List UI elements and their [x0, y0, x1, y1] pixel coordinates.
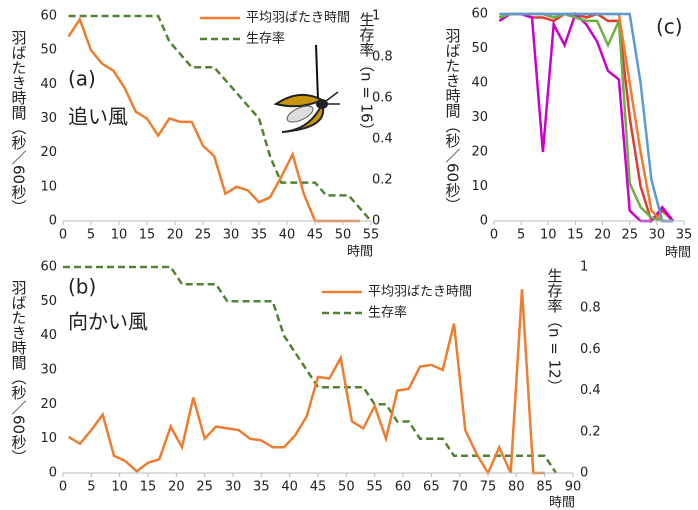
y-tick-label: 0	[49, 466, 57, 481]
annotation: (a)	[68, 67, 96, 91]
y2-tick-label: 1	[580, 260, 588, 275]
y2-tick-label: 0.2	[580, 424, 601, 439]
y-tick-label: 40	[40, 77, 57, 92]
y-tick-label: 30	[471, 110, 488, 125]
y-tick-label: 50	[471, 41, 488, 56]
annotation: 向かい風	[68, 310, 148, 334]
x-axis-label: 時間	[347, 245, 373, 260]
y-tick-label: 10	[471, 179, 488, 194]
y-tick-label: 60	[40, 260, 57, 275]
y-tick-label: 30	[40, 363, 57, 378]
x-tick-label: 30	[225, 480, 242, 495]
y-tick-label: 20	[471, 145, 488, 160]
insect-icon	[273, 44, 340, 133]
x-tick-label: 85	[536, 480, 553, 495]
x-tick-label: 10	[111, 480, 128, 495]
series-line	[68, 14, 372, 222]
x-tick-label: 35	[676, 228, 693, 243]
series-line	[499, 12, 674, 223]
x-tick-label: 0	[490, 228, 498, 243]
y2-axis-label: 生存率（n = 16）	[358, 12, 376, 138]
annotation: 追い風	[68, 105, 128, 129]
series-line	[67, 16, 360, 223]
y2-tick-label: 1	[372, 9, 380, 24]
legend-label: 平均羽ばたき時間	[246, 11, 350, 26]
x-tick-label: 5	[517, 228, 525, 243]
x-tick-label: 40	[281, 480, 298, 495]
x-tick-label: 80	[508, 480, 525, 495]
x-tick-label: 20	[168, 480, 185, 495]
y-tick-label: 50	[40, 43, 57, 58]
x-tick-label: 25	[195, 228, 212, 243]
y-axis-label: 羽ばたき時間（秒／60秒）	[10, 280, 28, 464]
x-tick-label: 60	[395, 480, 412, 495]
y2-tick-label: 0.8	[372, 50, 393, 65]
x-tick-label: 15	[139, 228, 156, 243]
y2-tick-label: 0.8	[580, 301, 601, 316]
x-tick-label: 40	[279, 228, 296, 243]
y-tick-label: 10	[40, 431, 57, 446]
y-tick-label: 60	[40, 9, 57, 24]
y-axis-label: 羽ばたき時間（秒／60秒）	[10, 30, 28, 214]
y-tick-label: 20	[40, 145, 57, 160]
y2-tick-label: 0	[372, 214, 380, 229]
y2-tick-label: 0	[580, 466, 588, 481]
x-axis-label: 時間	[549, 496, 575, 510]
x-tick-label: 70	[451, 480, 468, 495]
x-tick-label: 10	[540, 228, 557, 243]
annotation: (c)	[656, 15, 683, 39]
y2-tick-label: 0.6	[372, 91, 393, 106]
x-tick-label: 45	[310, 480, 327, 495]
x-tick-label: 55	[363, 228, 380, 243]
x-tick-label: 25	[621, 228, 638, 243]
legend-label: 生存率	[246, 31, 285, 47]
x-tick-label: 0	[59, 480, 67, 495]
series-line	[68, 289, 545, 476]
x-tick-label: 25	[196, 480, 213, 495]
y-tick-label: 50	[40, 294, 57, 309]
x-tick-label: 55	[366, 480, 383, 495]
y-tick-label: 60	[471, 7, 488, 22]
x-tick-label: 30	[649, 228, 666, 243]
x-tick-label: 90	[565, 480, 582, 495]
y2-tick-label: 0.4	[372, 132, 393, 147]
x-tick-label: 5	[87, 480, 95, 495]
annotation: (b)	[68, 275, 96, 299]
legend-label: 生存率	[368, 305, 407, 321]
series-line	[499, 12, 674, 223]
x-tick-label: 75	[480, 480, 497, 495]
x-tick-label: 0	[59, 228, 67, 243]
y-tick-label: 0	[480, 214, 488, 229]
y-tick-label: 40	[471, 76, 488, 91]
x-tick-label: 20	[167, 228, 184, 243]
x-tick-label: 15	[140, 480, 157, 495]
x-tick-label: 5	[87, 228, 95, 243]
legend-label: 平均羽ばたき時間	[368, 285, 472, 300]
x-tick-label: 30	[223, 228, 240, 243]
y2-axis-label: 生存率（n = 12）	[546, 268, 564, 394]
x-tick-label: 65	[423, 480, 440, 495]
y-tick-label: 30	[40, 111, 57, 126]
y2-tick-label: 0.4	[580, 383, 601, 398]
series-line	[63, 265, 558, 474]
x-tick-label: 50	[338, 480, 355, 495]
y2-tick-label: 0.6	[580, 342, 601, 357]
x-tick-label: 50	[335, 228, 352, 243]
y-tick-label: 20	[40, 397, 57, 412]
y-axis-label: 羽ばたき時間（秒／60秒）	[444, 28, 462, 212]
x-tick-label: 45	[307, 228, 324, 243]
x-axis-label: 時間	[665, 246, 691, 261]
x-tick-label: 35	[253, 480, 270, 495]
y-tick-label: 10	[40, 179, 57, 194]
x-tick-label: 20	[594, 228, 611, 243]
y2-tick-label: 0.2	[372, 173, 393, 188]
x-tick-label: 10	[111, 228, 128, 243]
y-tick-label: 40	[40, 328, 57, 343]
x-tick-label: 15	[567, 228, 584, 243]
x-tick-label: 35	[251, 228, 268, 243]
y-tick-label: 0	[49, 214, 57, 229]
